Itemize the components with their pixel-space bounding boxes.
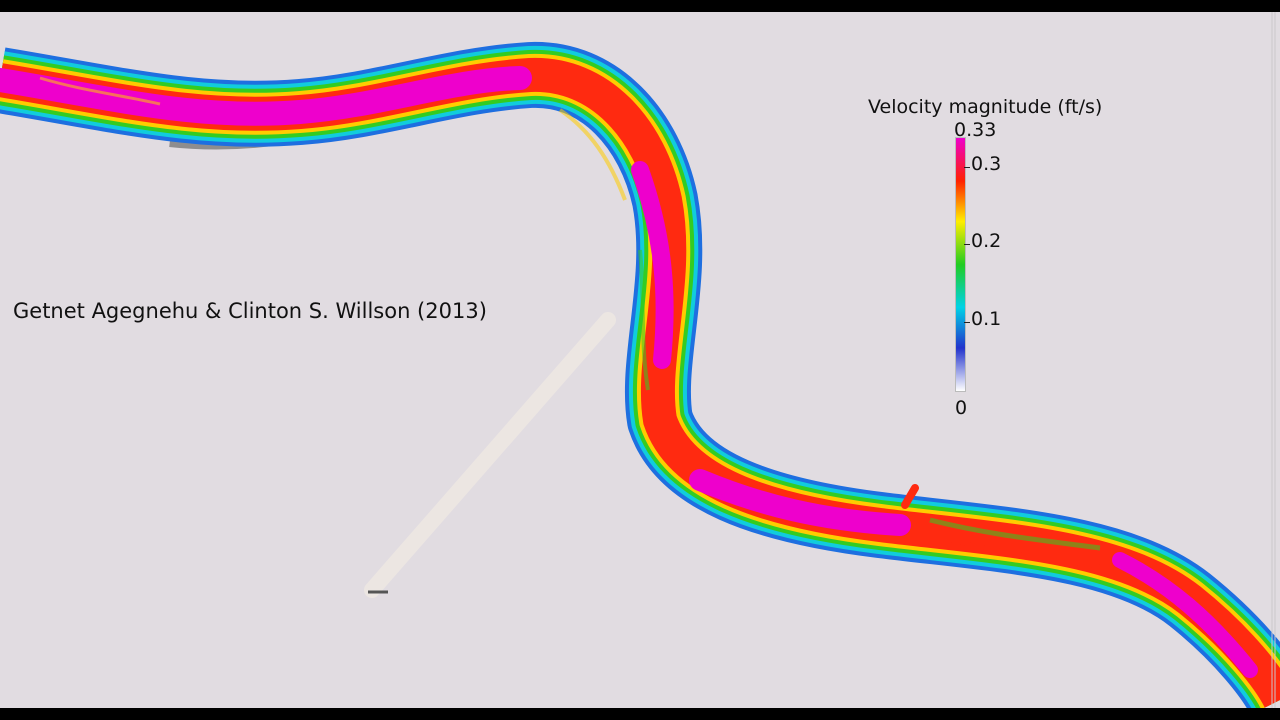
legend-title: Velocity magnitude (ft/s) xyxy=(868,96,1103,118)
author-credit: Getnet Agegnehu & Clinton S. Willson (20… xyxy=(13,299,487,323)
river-core-right xyxy=(1112,552,1258,678)
river-core-left xyxy=(0,66,532,126)
velocity-colorbar xyxy=(955,137,966,392)
legend-tick-mark xyxy=(964,322,970,323)
edge-artifact xyxy=(1271,12,1276,708)
render-viewport[interactable]: Getnet Agegnehu & Clinton S. Willson (20… xyxy=(0,12,1280,708)
river-core-lower xyxy=(689,469,911,536)
river-velocity-map xyxy=(0,41,1280,708)
legend-min-label: 0 xyxy=(955,397,968,419)
legend-tick-label: 0.1 xyxy=(971,308,1002,330)
flow-texture xyxy=(39,76,1111,570)
legend-max-label: 0.33 xyxy=(954,119,997,141)
river-core-bend xyxy=(631,161,674,369)
legend-tick-mark xyxy=(964,167,970,168)
legend-tick-mark xyxy=(964,244,970,245)
inlet xyxy=(901,484,919,509)
side-channel xyxy=(364,312,616,598)
legend-tick-label: 0.2 xyxy=(971,230,1002,252)
legend-tick-label: 0.3 xyxy=(971,153,1002,175)
